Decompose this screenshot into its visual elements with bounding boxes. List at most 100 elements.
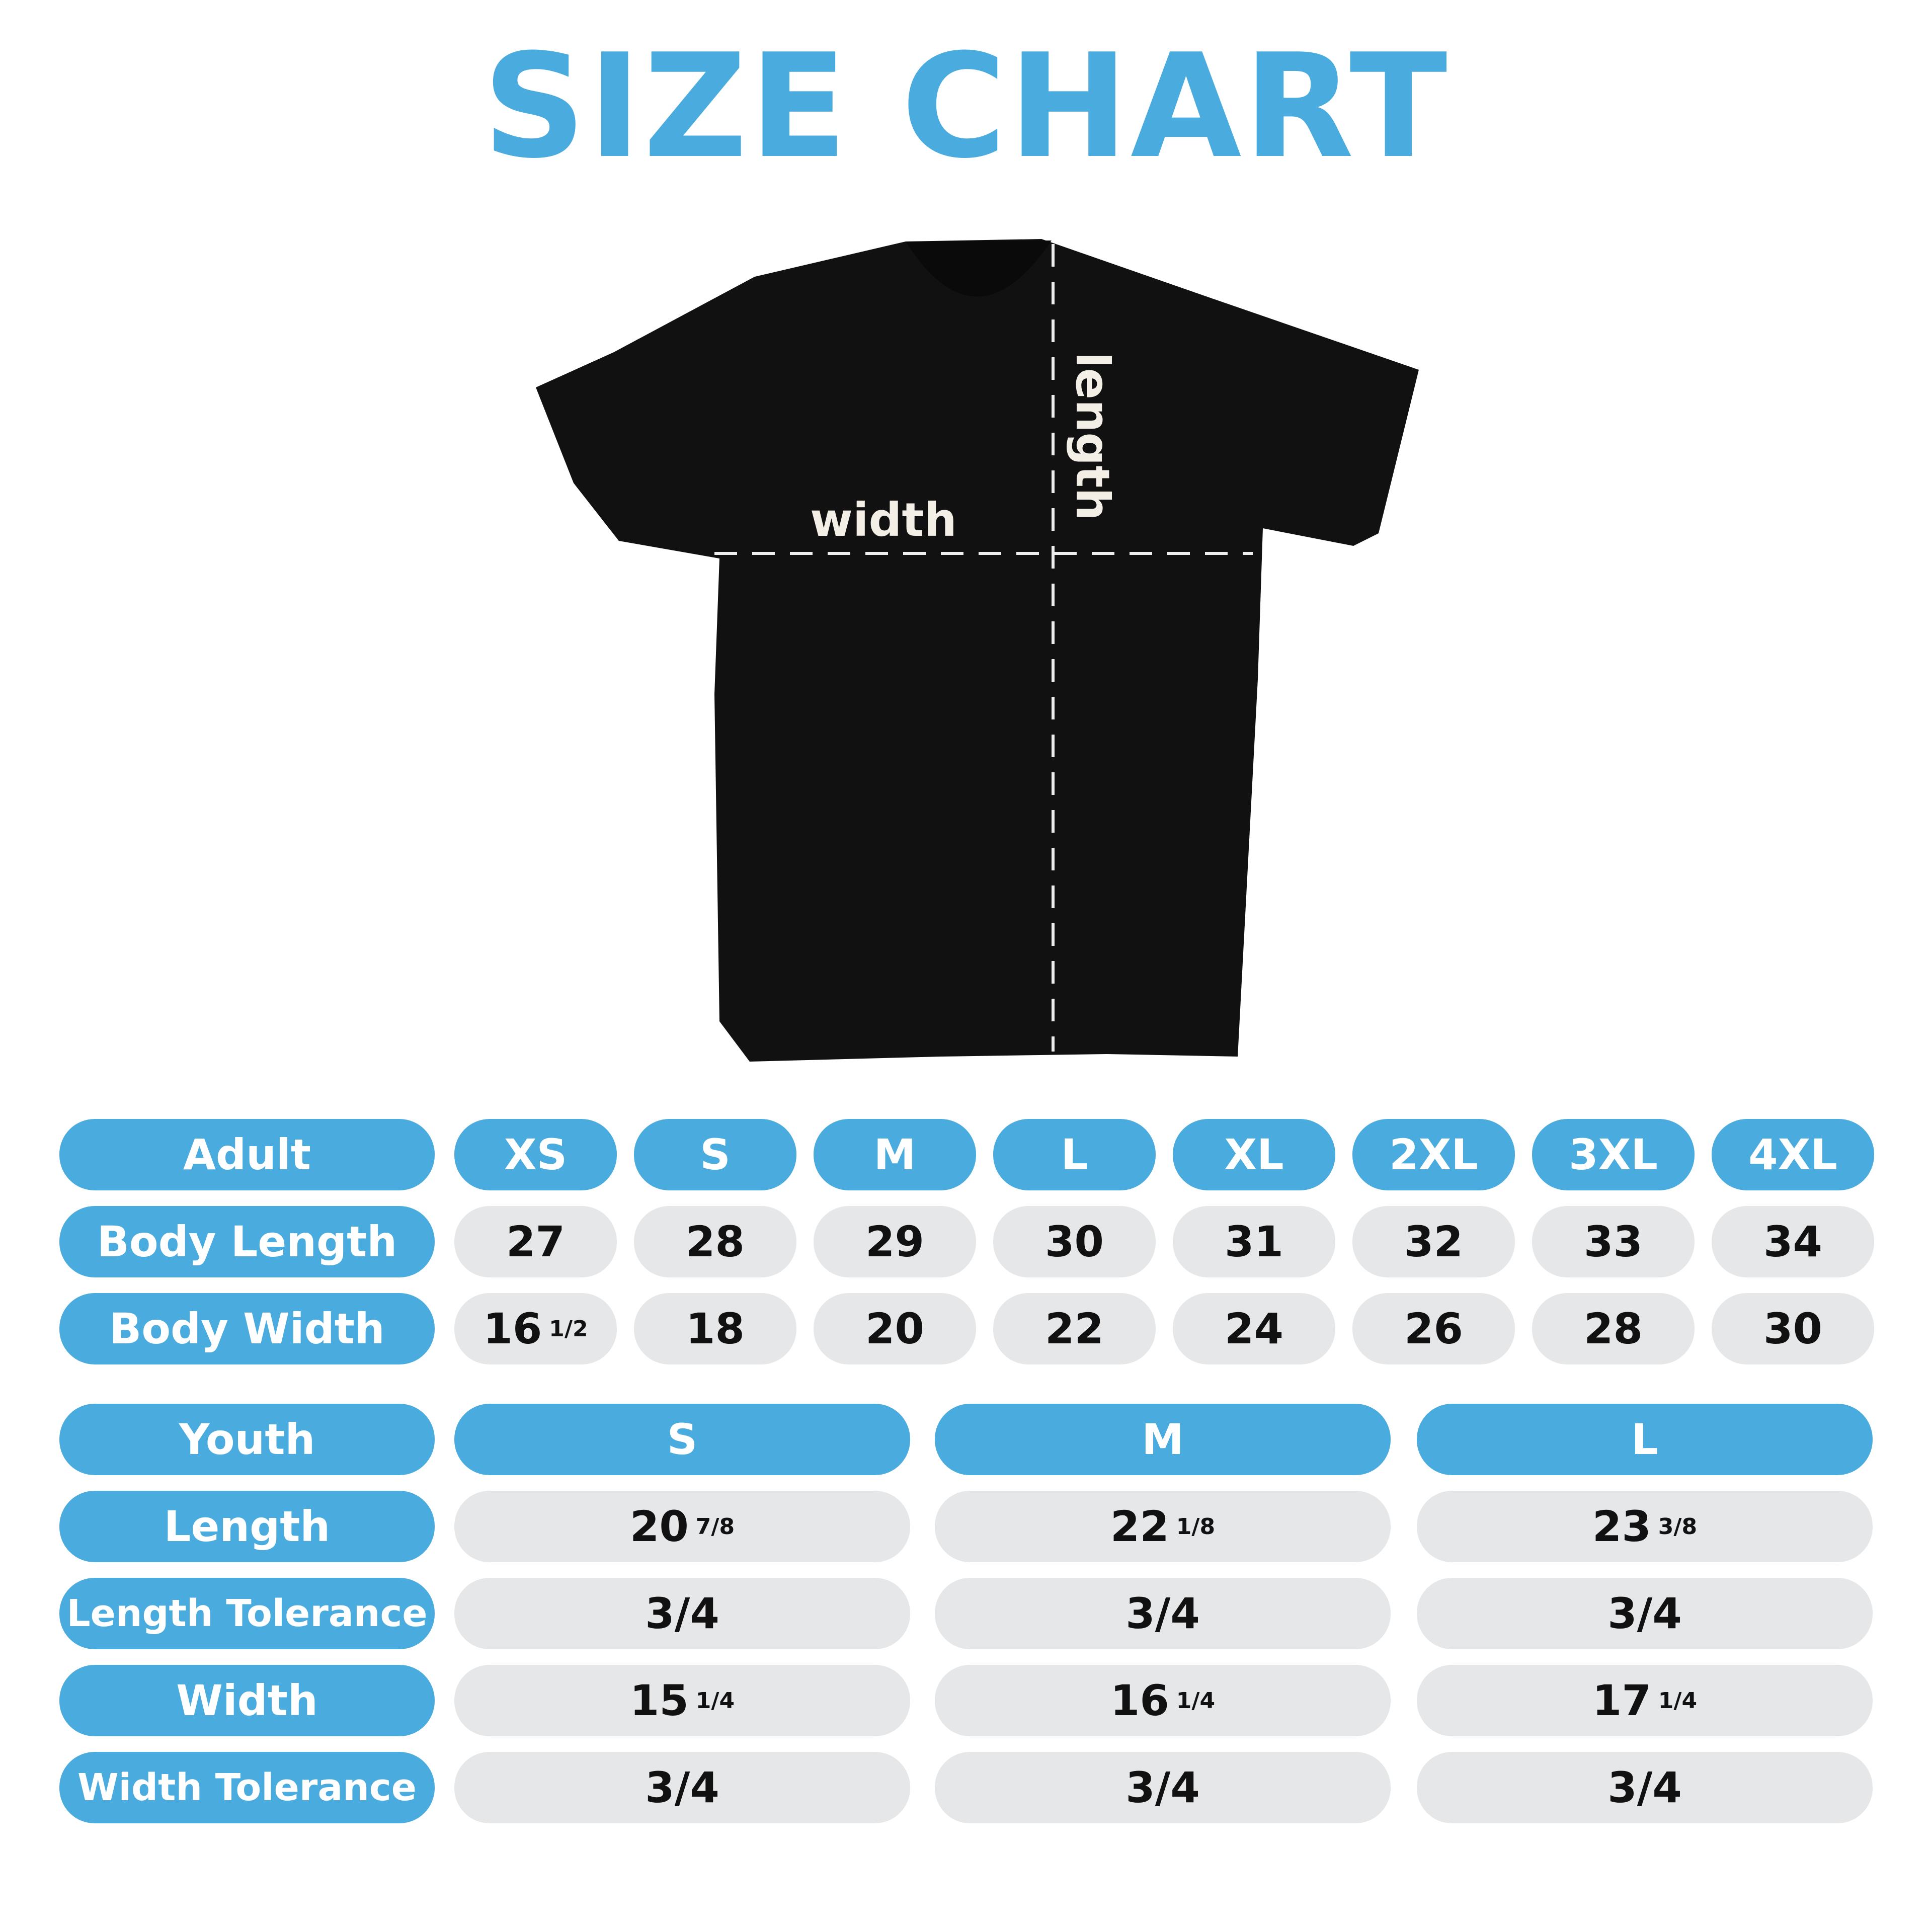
table-cell: 3/4 [454, 1752, 910, 1823]
cell-value: S [667, 1415, 698, 1464]
row-label: Width [59, 1665, 435, 1736]
cell-value: 23 [1592, 1502, 1651, 1551]
cell-value: Width [176, 1676, 318, 1725]
table-cell: 27 [454, 1206, 617, 1277]
table-cell: 30 [993, 1206, 1156, 1277]
table-cell: 32 [1352, 1206, 1515, 1277]
cell-value: 3/4 [1607, 1763, 1682, 1812]
table-cell: 18 [634, 1293, 796, 1364]
table-cell: 16 1/2 [454, 1293, 617, 1364]
table-cell: 16 1/4 [935, 1665, 1391, 1736]
table-cell: 20 7/8 [454, 1491, 910, 1562]
cell-value: 28 [686, 1217, 745, 1266]
row-label: Body Length [59, 1206, 435, 1277]
cell-fraction: 1/4 [695, 1687, 735, 1714]
size-header-xl: XL [1173, 1119, 1335, 1190]
tshirt-collar [906, 240, 1052, 297]
table-cell: 20 [814, 1293, 976, 1364]
cell-value: XS [504, 1130, 568, 1179]
width-label: width [810, 493, 957, 547]
cell-value: 15 [629, 1676, 689, 1725]
cell-value: S [700, 1130, 731, 1179]
table-cell: 31 [1173, 1206, 1335, 1277]
cell-value: 3/4 [1125, 1589, 1200, 1638]
youth-size-header-l: L [1417, 1404, 1873, 1475]
cell-value: L [1631, 1415, 1658, 1464]
table-cell: 3/4 [1417, 1752, 1873, 1823]
cell-fraction: 1/2 [549, 1316, 588, 1342]
cell-value: L [1061, 1130, 1088, 1179]
table-cell: 17 1/4 [1417, 1665, 1873, 1736]
cell-value: 16 [1110, 1676, 1169, 1725]
size-header-l: L [993, 1119, 1156, 1190]
cell-value: 27 [506, 1217, 565, 1266]
cell-fraction: 3/8 [1658, 1513, 1698, 1540]
table-cell: 28 [1532, 1293, 1695, 1364]
tshirt-body [536, 239, 1419, 1062]
cell-value: 2XL [1389, 1130, 1478, 1179]
cell-value: 3/4 [645, 1589, 719, 1638]
cell-value: 33 [1584, 1217, 1643, 1266]
size-header-xs: XS [454, 1119, 617, 1190]
cell-value: 32 [1404, 1217, 1463, 1266]
page-title: SIZE CHART [482, 23, 1450, 190]
cell-value: 26 [1404, 1304, 1463, 1353]
table-cell: 22 [993, 1293, 1156, 1364]
table-cell: 3/4 [935, 1752, 1391, 1823]
cell-value: 4XL [1748, 1130, 1837, 1179]
cell-value: Adult [183, 1130, 311, 1179]
table-cell: 15 1/4 [454, 1665, 910, 1736]
cell-value: 28 [1584, 1304, 1643, 1353]
cell-value: 16 [483, 1304, 542, 1353]
cell-value: Body Length [97, 1217, 397, 1266]
table-cell: 30 [1712, 1293, 1874, 1364]
cell-value: 18 [686, 1304, 745, 1353]
size-header-4xl: 4XL [1712, 1119, 1874, 1190]
cell-value: Length Tolerance [66, 1592, 428, 1635]
youth-size-header-m: M [935, 1404, 1391, 1475]
cell-value: 3XL [1569, 1130, 1658, 1179]
table-cell: 24 [1173, 1293, 1335, 1364]
size-header-3xl: 3XL [1532, 1119, 1695, 1190]
cell-fraction: 1/4 [1658, 1687, 1698, 1714]
table-cell: 3/4 [454, 1578, 910, 1649]
cell-value: 3/4 [645, 1763, 719, 1812]
cell-value: 22 [1045, 1304, 1104, 1353]
table-cell: 34 [1712, 1206, 1874, 1277]
cell-value: 20 [629, 1502, 689, 1551]
cell-value: 3/4 [1607, 1589, 1682, 1638]
size-header-s: S [634, 1119, 796, 1190]
cell-fraction: 1/4 [1176, 1687, 1216, 1714]
cell-value: 22 [1110, 1502, 1169, 1551]
cell-value: 30 [1045, 1217, 1104, 1266]
cell-value: 17 [1592, 1676, 1651, 1725]
cell-value: 31 [1225, 1217, 1283, 1266]
cell-value: 20 [865, 1304, 924, 1353]
row-label: Length [59, 1491, 435, 1562]
cell-value: Body Width [109, 1304, 385, 1353]
cell-value: Length [164, 1502, 331, 1551]
table-cell: 3/4 [1417, 1578, 1873, 1649]
cell-value: 29 [865, 1217, 924, 1266]
length-label: length [1066, 352, 1119, 521]
adult-header: Adult [59, 1119, 435, 1190]
youth-size-header-s: S [454, 1404, 910, 1475]
size-header-2xl: 2XL [1352, 1119, 1515, 1190]
cell-value: 24 [1225, 1304, 1283, 1353]
size-header-m: M [814, 1119, 976, 1190]
tshirt-illustration: width length [536, 239, 1419, 1062]
cell-value: 30 [1763, 1304, 1822, 1353]
cell-value: Width Tolerance [77, 1766, 417, 1809]
row-label: Length Tolerance [59, 1578, 435, 1649]
table-cell: 3/4 [935, 1578, 1391, 1649]
youth-header: Youth [59, 1404, 435, 1475]
cell-value: M [1142, 1415, 1184, 1464]
table-cell: 22 1/8 [935, 1491, 1391, 1562]
table-cell: 33 [1532, 1206, 1695, 1277]
cell-value: M [873, 1130, 916, 1179]
row-label: Body Width [59, 1293, 435, 1364]
cell-value: Youth [179, 1415, 315, 1464]
table-cell: 29 [814, 1206, 976, 1277]
table-cell: 28 [634, 1206, 796, 1277]
table-cell: 23 3/8 [1417, 1491, 1873, 1562]
